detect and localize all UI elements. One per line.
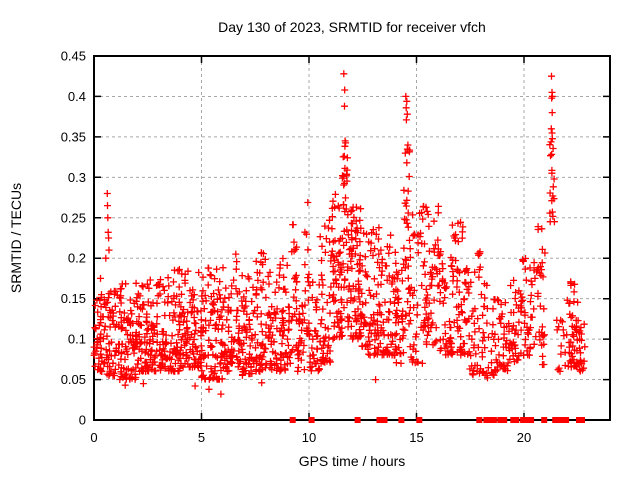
y-tick-label: 0.45 — [61, 49, 86, 64]
plot-border — [93, 55, 611, 421]
x-tick-label: 0 — [90, 430, 97, 445]
x-tick-label: 20 — [517, 430, 531, 445]
y-tick-label: 0.15 — [61, 291, 86, 306]
x-tick-label: 15 — [409, 430, 423, 445]
x-axis-title: GPS time / hours — [298, 453, 406, 469]
y-tick-label: 0.05 — [61, 372, 86, 387]
chart-title: Day 130 of 2023, SRMTID for receiver vfc… — [218, 19, 486, 35]
zero-value-markers — [289, 417, 585, 423]
x-tick-label: 10 — [302, 430, 316, 445]
y-tick-label: 0 — [79, 413, 86, 428]
y-tick-label: 0.2 — [68, 251, 86, 266]
x-tick-label: 5 — [198, 430, 205, 445]
y-tick-label: 0.35 — [61, 129, 86, 144]
y-tick-label: 0.3 — [68, 170, 86, 185]
y-tick-label: 0.1 — [68, 332, 86, 347]
y-tick-label: 0.25 — [61, 210, 86, 225]
y-tick-label: 0.4 — [68, 89, 86, 104]
data-points — [90, 70, 589, 398]
